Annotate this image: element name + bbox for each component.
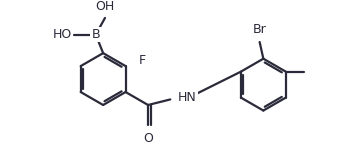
Text: HO: HO xyxy=(53,28,72,41)
Text: Br: Br xyxy=(253,22,266,35)
Text: OH: OH xyxy=(95,0,114,13)
Text: HN: HN xyxy=(178,91,197,104)
Text: O: O xyxy=(143,132,153,145)
Text: F: F xyxy=(139,54,146,67)
Text: B: B xyxy=(91,28,100,41)
